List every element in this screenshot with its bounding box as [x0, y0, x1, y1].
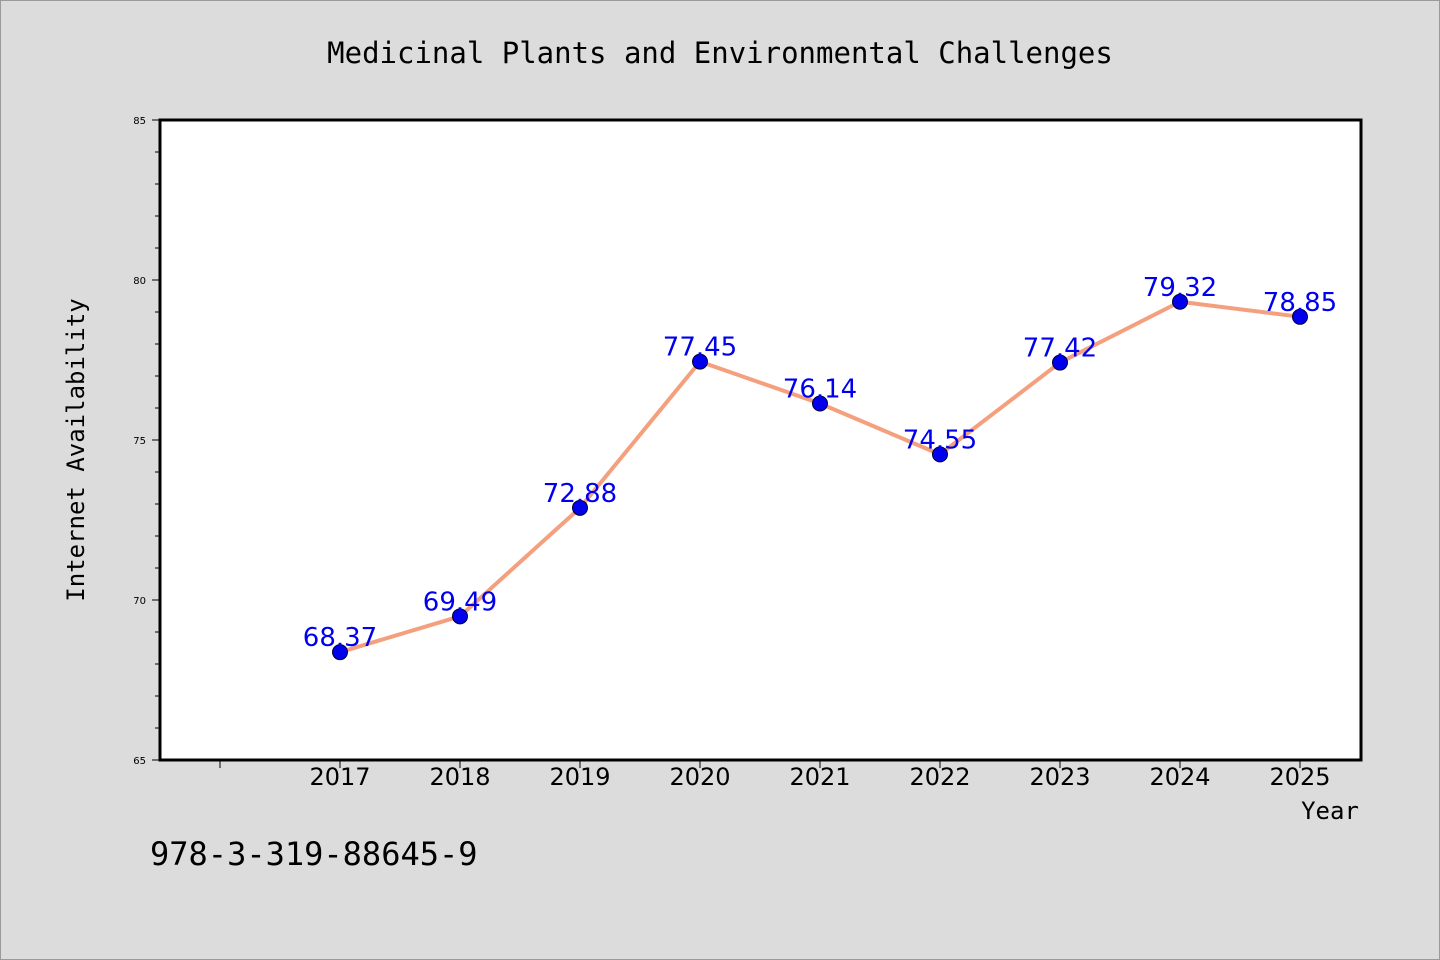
- data-point: [812, 395, 828, 412]
- y-tick-label: 80: [133, 276, 146, 287]
- series-markers: [332, 293, 1308, 661]
- x-tick-label: 2023: [1029, 763, 1090, 791]
- x-tick-label: 2020: [669, 763, 730, 791]
- data-label: 78.85: [1263, 288, 1337, 318]
- x-tick-label: 2025: [1269, 763, 1330, 791]
- data-label: 74.55: [903, 425, 977, 455]
- data-label: 68.37: [303, 623, 377, 653]
- y-tick-label: 70: [133, 596, 146, 607]
- x-tick-label: 2024: [1149, 763, 1210, 791]
- x-tick-label: 2021: [789, 763, 850, 791]
- data-point: [332, 644, 348, 661]
- y-tick-label: 65: [133, 756, 146, 767]
- x-tick-label: 2022: [909, 763, 970, 791]
- x-axis-label: Year: [1301, 797, 1359, 825]
- data-point: [1292, 308, 1308, 325]
- data-point: [692, 353, 708, 370]
- data-point: [932, 446, 948, 463]
- data-label: 72.88: [543, 479, 617, 509]
- data-point: [572, 499, 588, 516]
- data-point: [452, 608, 468, 625]
- x-tick-label: 2019: [549, 763, 610, 791]
- x-tick-label: 2018: [429, 763, 490, 791]
- y-tick-label: 85: [133, 116, 146, 127]
- isbn-footer: 978-3-319-88645-9: [150, 835, 478, 873]
- data-label: 77.42: [1023, 334, 1097, 364]
- data-point: [1052, 354, 1068, 371]
- chart-title: Medicinal Plants and Environmental Chall…: [327, 36, 1113, 70]
- x-axis: 2017 2018 2019 2020 2021 2022 2023 2024 2025: [219, 760, 1331, 791]
- plot-area: [158, 118, 1363, 762]
- data-label: 76.14: [783, 375, 857, 405]
- data-label: 77.45: [663, 333, 737, 363]
- data-label: 69.49: [423, 587, 497, 617]
- data-point: [1172, 293, 1188, 310]
- y-axis: 65 70 75 80 85: [133, 116, 160, 767]
- data-labels: 68.37 69.49 72.88 77.45 76.14 74.55 77.42 79.32…: [303, 273, 1337, 653]
- y-tick-label: 75: [133, 436, 146, 447]
- y-axis-label: Internet Availability: [62, 298, 90, 601]
- x-tick-label: 2017: [309, 763, 370, 791]
- data-label: 79.32: [1143, 273, 1217, 303]
